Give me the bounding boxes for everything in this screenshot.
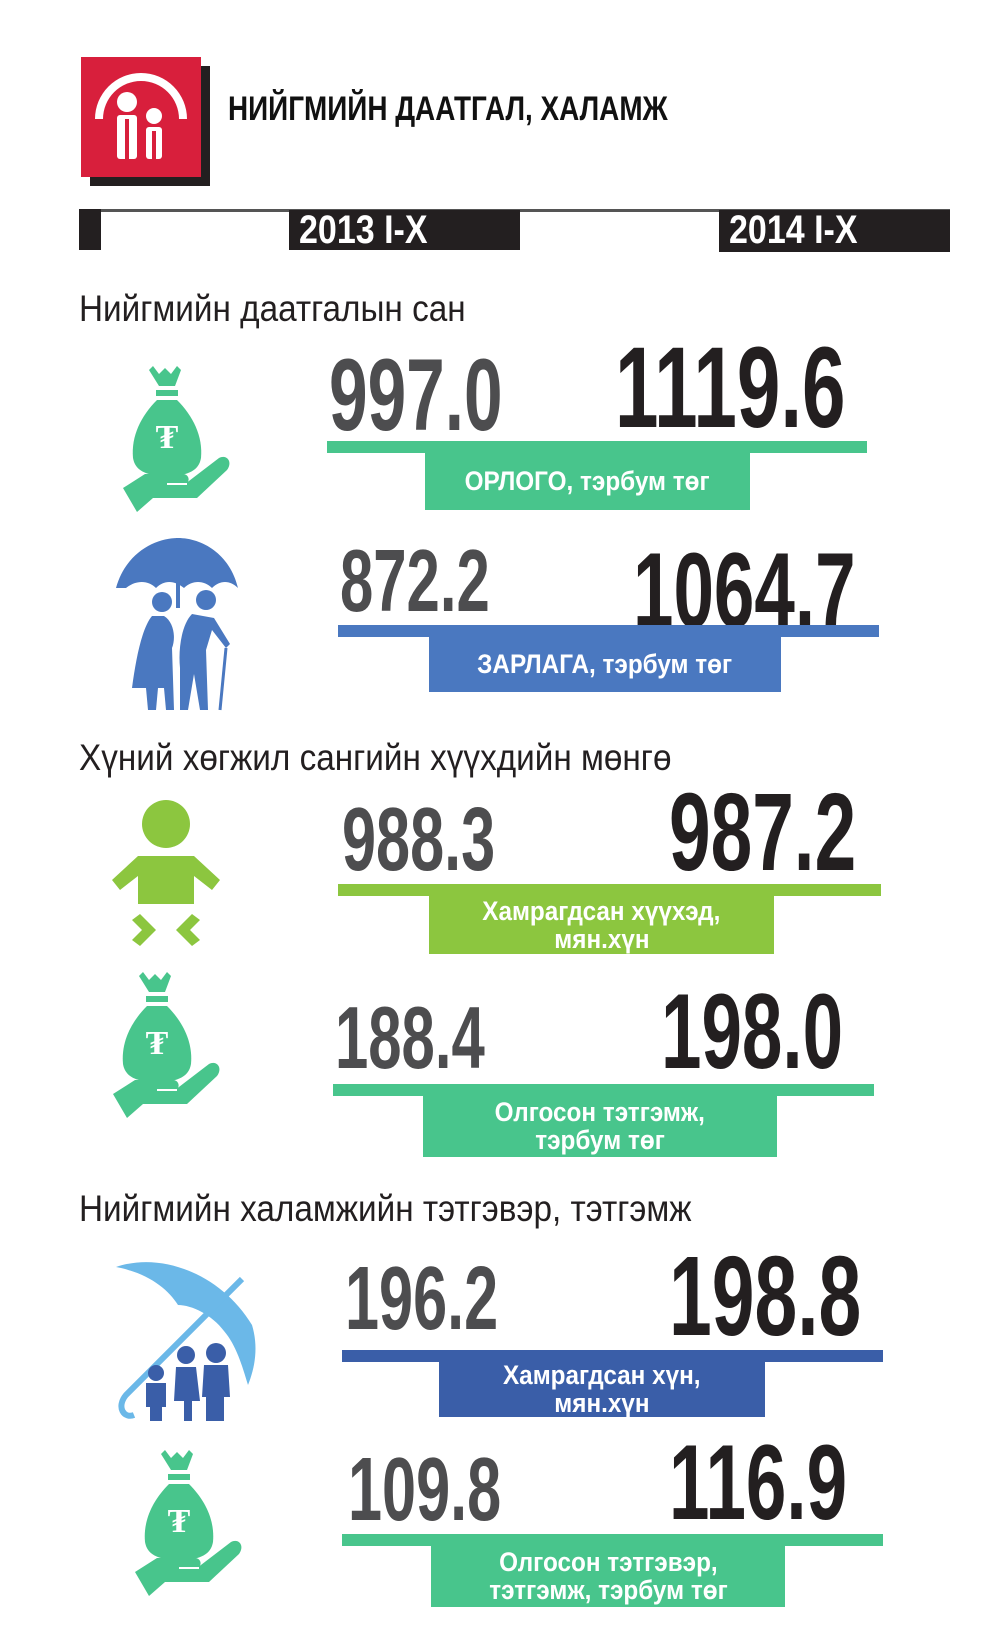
label-bar: [338, 884, 881, 896]
value-2013: 188.4: [335, 988, 485, 1087]
family-umbrella-icon: [112, 1255, 262, 1430]
label-box: Олгосон тэтгэвэр, тэтгэмж, тэрбум төг: [431, 1545, 785, 1607]
label-box: Олгосон тэтгэмж, тэрбум төг: [423, 1095, 777, 1157]
money-bag-hand-icon: [108, 971, 228, 1127]
label-bar: [333, 1084, 874, 1096]
year-divider-stub: [79, 209, 101, 250]
year-label-2013: 2013 I-X: [289, 210, 520, 250]
value-2013: 872.2: [340, 531, 490, 630]
label-bar: [342, 1350, 883, 1362]
year-label-2014: 2014 I-X: [719, 210, 950, 252]
value-2013: 997.0: [329, 338, 503, 452]
value-2014: 198.8: [669, 1233, 862, 1359]
value-2013: 196.2: [345, 1249, 499, 1349]
label-box: ЗАРЛАГА, тэрбум төг: [429, 636, 781, 692]
value-2014: 1119.6: [615, 324, 846, 452]
value-2013: 109.8: [348, 1440, 502, 1540]
value-2014: 987.2: [669, 771, 857, 894]
elderly-couple-umbrella-icon: [112, 538, 242, 718]
label-box: Хамрагдсан хүн, мян.хүн: [439, 1361, 765, 1417]
label-bar: [327, 441, 867, 453]
money-bag-hand-icon: [118, 365, 238, 521]
section-heading: Нийгмийн халамжийн тэтгэвэр, тэтгэмж: [79, 1188, 692, 1229]
family-under-arch-icon: [81, 57, 201, 177]
label-bar: [338, 625, 879, 637]
value-2014: 198.0: [661, 971, 844, 1091]
label-box: ОРЛОГО, тэрбум төг: [425, 452, 750, 510]
baby-icon: [110, 800, 225, 960]
money-bag-hand-icon: [130, 1449, 250, 1605]
value-2013: 988.3: [342, 790, 496, 890]
section-heading: Хүний хөгжил сангийн хүүхдийн мөнгө: [79, 737, 672, 778]
page-title: НИЙГМИЙН ДААТГАЛ, ХАЛАМЖ: [228, 90, 668, 128]
label-bar: [342, 1534, 883, 1546]
value-2014: 116.9: [669, 1422, 848, 1542]
label-box: Хамрагдсан хүүхэд, мян.хүн: [429, 895, 774, 954]
section-heading: Нийгмийн даатгалын сан: [79, 288, 466, 329]
